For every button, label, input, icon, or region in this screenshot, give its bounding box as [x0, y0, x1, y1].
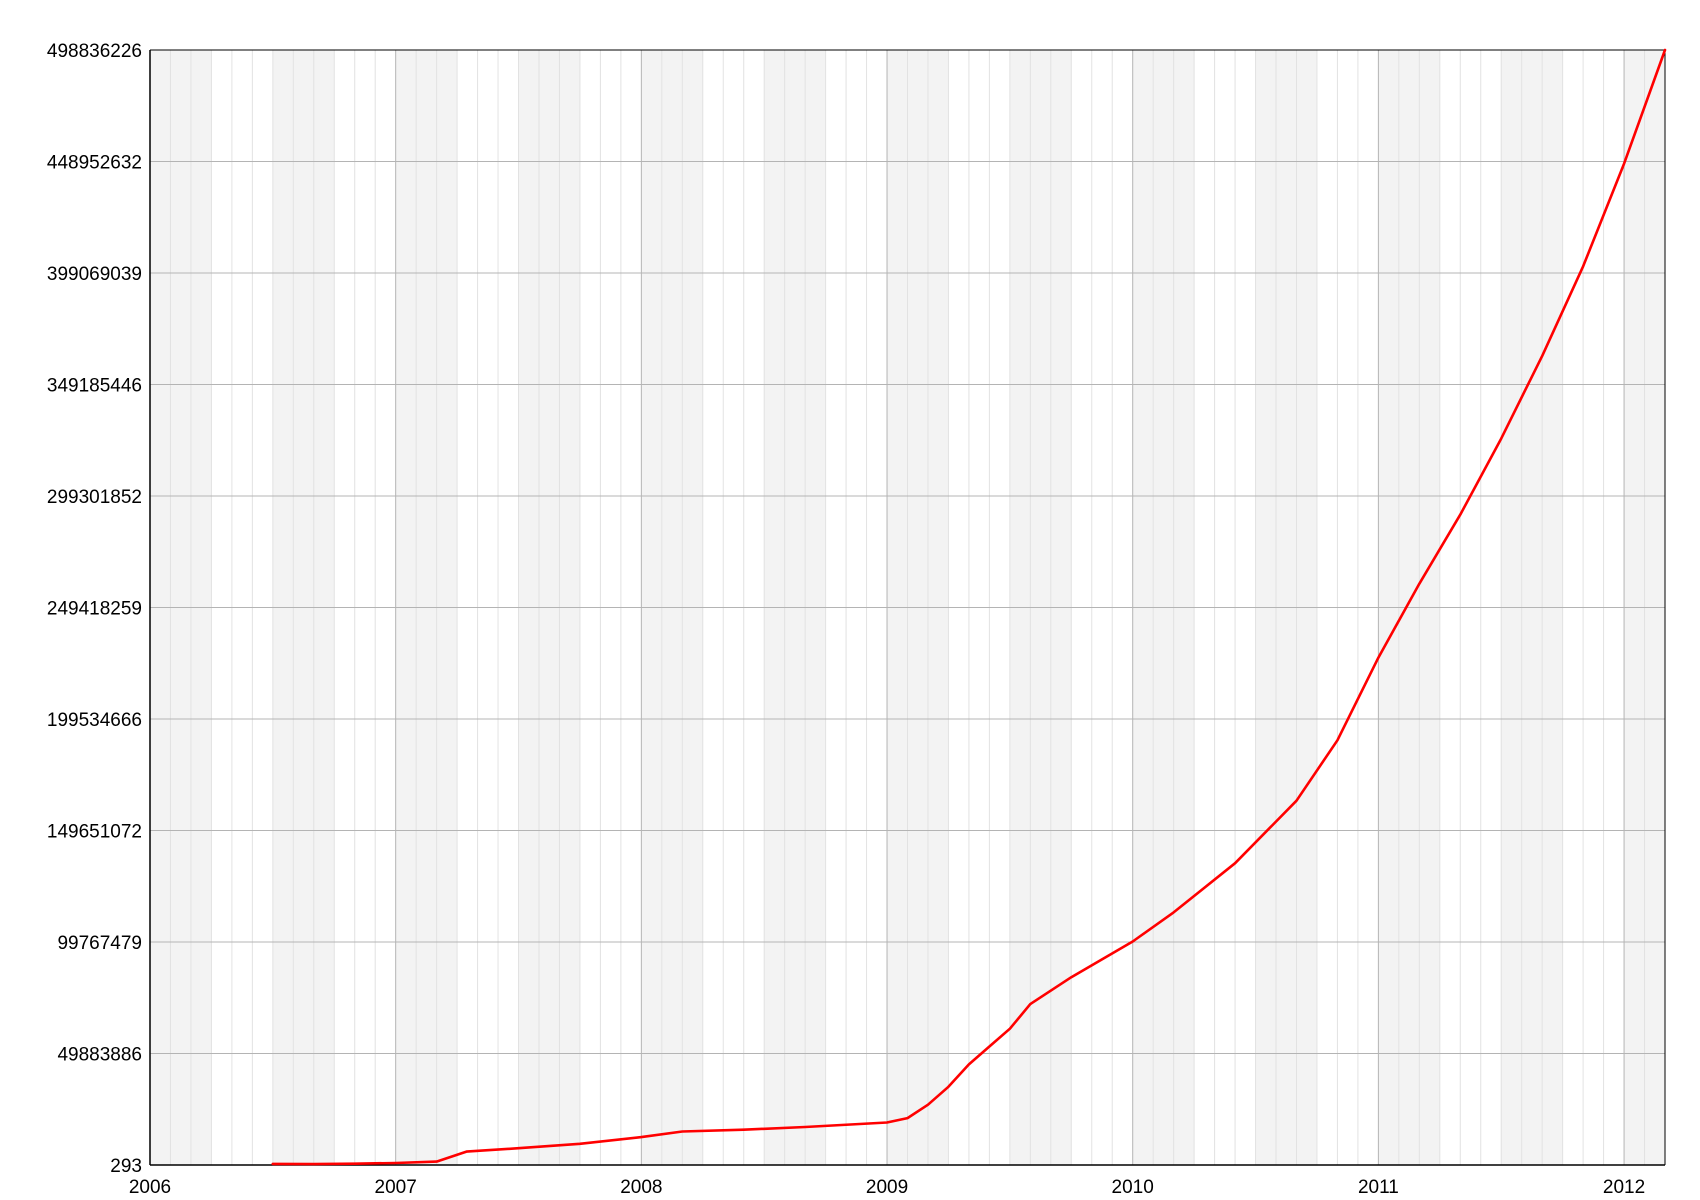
data-point — [927, 1103, 929, 1106]
x-tick-label: 2011 — [1358, 1177, 1399, 1198]
data-point — [435, 1160, 438, 1163]
y-tick-label: 299301852 — [47, 487, 142, 508]
y-tick-label: 199534666 — [47, 710, 142, 731]
y-tick-label: 293 — [110, 1156, 142, 1177]
data-point — [906, 1117, 909, 1119]
data-point — [742, 1128, 745, 1131]
y-tick-label: 49883886 — [57, 1045, 142, 1066]
data-point — [1070, 976, 1073, 979]
x-tick-label: 2009 — [866, 1177, 908, 1198]
data-point — [1623, 162, 1625, 165]
data-point — [312, 1163, 315, 1165]
data-point — [353, 1162, 356, 1165]
data-point — [886, 1121, 888, 1124]
series-line — [271, 48, 1667, 1166]
data-point — [579, 1142, 581, 1145]
data-point — [988, 1045, 991, 1048]
x-tick-label: 2012 — [1603, 1177, 1645, 1198]
data-point — [1029, 1003, 1032, 1005]
y-tick-label: 349185446 — [47, 376, 142, 397]
y-tick-label: 99767479 — [57, 933, 142, 954]
x-tick-label: 2006 — [129, 1177, 171, 1198]
y-tick-label: 498836226 — [47, 41, 142, 62]
data-point — [1500, 437, 1503, 440]
data-point — [1582, 265, 1584, 268]
data-point — [465, 1150, 468, 1153]
series-layer — [271, 48, 1667, 1166]
y-axis-tick-labels: 293 49883886 99767479 149651072 199534666 249… — [47, 41, 142, 1177]
data-point — [968, 1063, 970, 1066]
data-point — [1418, 582, 1421, 585]
data-point — [1541, 355, 1544, 357]
data-point — [947, 1085, 950, 1088]
data-point — [1234, 862, 1236, 865]
data-point — [517, 1147, 520, 1150]
data-point — [804, 1126, 806, 1128]
data-point — [1459, 513, 1462, 516]
x-axis-tick-labels: 2006 2007 2008 2009 2010 2011 2012 — [129, 1177, 1645, 1198]
x-tick-label: 2010 — [1112, 1177, 1154, 1198]
y-tick-label: 448952632 — [47, 153, 142, 174]
y-tick-label: 149651072 — [47, 822, 142, 843]
data-point — [1377, 656, 1380, 659]
data-point — [1009, 1027, 1011, 1030]
y-tick-label: 399069039 — [47, 264, 142, 285]
data-point — [1664, 49, 1666, 51]
x-tick-label: 2007 — [375, 1177, 417, 1198]
x-tick-label: 2008 — [620, 1177, 662, 1198]
data-point — [1172, 911, 1175, 914]
data-point — [640, 1136, 643, 1138]
data-point — [681, 1130, 684, 1133]
data-point — [1295, 799, 1298, 802]
data-point — [1131, 940, 1134, 943]
data-point — [1336, 739, 1339, 742]
data-point — [271, 1163, 274, 1165]
data-point — [394, 1162, 397, 1164]
y-tick-label: 249418259 — [47, 599, 142, 620]
plot-frame — [149, 49, 1666, 1166]
